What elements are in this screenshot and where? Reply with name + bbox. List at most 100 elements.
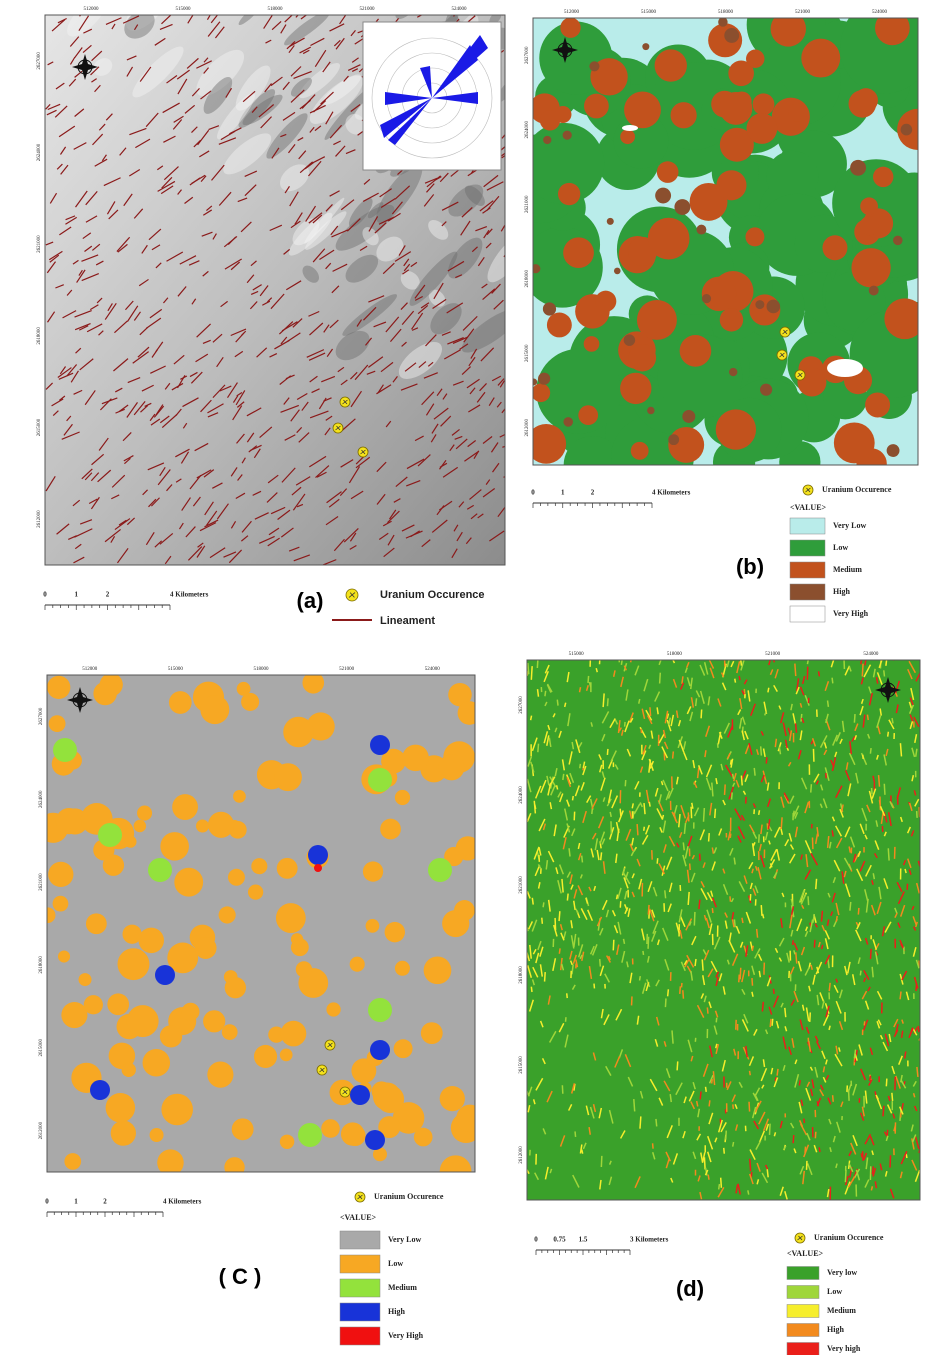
legend-label: Very High bbox=[833, 609, 869, 618]
zone-low bbox=[150, 1128, 164, 1142]
zone-medium bbox=[745, 227, 764, 246]
zone-high bbox=[869, 286, 879, 296]
zone-low bbox=[456, 1105, 483, 1132]
zone-medium bbox=[753, 93, 775, 115]
zone-stroke bbox=[542, 918, 543, 924]
zone-very-high bbox=[827, 359, 863, 377]
zone-stroke bbox=[870, 748, 871, 754]
zone-stroke bbox=[538, 744, 539, 753]
legend-swatch bbox=[787, 1286, 819, 1299]
zone-medium bbox=[680, 335, 712, 367]
zone-high bbox=[350, 1085, 370, 1105]
legend-label: Very Low bbox=[833, 521, 866, 530]
zone-stroke bbox=[725, 784, 726, 795]
y-coordinate-label: 2627000 bbox=[37, 52, 42, 70]
map bbox=[38, 672, 484, 1187]
legend-occurrence: Uranium Occurence bbox=[380, 589, 485, 601]
scale-bar-label: 2 bbox=[591, 489, 595, 497]
zone-stroke bbox=[715, 809, 716, 818]
scale-bar-label: 1.5 bbox=[579, 1236, 588, 1244]
x-coordinate-label: 521000 bbox=[795, 10, 811, 15]
zone-stroke bbox=[773, 989, 774, 994]
zone-high bbox=[724, 28, 739, 43]
y-coordinate-label: 2624000 bbox=[37, 143, 42, 161]
zone-high bbox=[642, 43, 649, 50]
zone-stroke bbox=[886, 1079, 887, 1087]
panel-label: (a) bbox=[297, 588, 324, 613]
figure: 5120005150005180005210005240002627000262… bbox=[0, 0, 938, 1355]
zone-stroke bbox=[781, 817, 782, 829]
zone-medium bbox=[526, 424, 566, 464]
zone-high bbox=[543, 136, 551, 144]
zone-low bbox=[61, 1002, 87, 1028]
zone-medium bbox=[771, 11, 806, 46]
zone-stroke bbox=[601, 852, 602, 860]
zone-low bbox=[103, 855, 124, 876]
x-coordinate-label: 515000 bbox=[641, 10, 657, 15]
zone-high bbox=[887, 444, 900, 457]
zone-high bbox=[563, 131, 572, 140]
zone-stroke bbox=[683, 842, 684, 850]
scale-bar-label: 0.75 bbox=[553, 1236, 566, 1244]
zone-high bbox=[850, 160, 866, 176]
zone-low bbox=[350, 957, 365, 972]
zone-stroke bbox=[886, 657, 887, 665]
zone-stroke bbox=[643, 951, 644, 955]
zone-stroke bbox=[900, 743, 901, 756]
zone-stroke bbox=[883, 1106, 884, 1116]
zone-low bbox=[200, 695, 229, 724]
zone-stroke bbox=[918, 1026, 919, 1032]
zone-low bbox=[40, 907, 56, 923]
zone-stroke bbox=[705, 750, 706, 757]
zone-low bbox=[225, 977, 246, 998]
zone-low bbox=[232, 1118, 254, 1140]
zone-stroke bbox=[704, 808, 705, 822]
zone-stroke bbox=[575, 1131, 576, 1136]
zone-stroke bbox=[808, 896, 809, 905]
zone-low bbox=[93, 682, 116, 705]
zone-high bbox=[538, 373, 550, 385]
x-coordinate-label: 524000 bbox=[863, 652, 879, 657]
legend-label: Medium bbox=[388, 1283, 417, 1292]
y-coordinate-label: 2627000 bbox=[39, 707, 44, 725]
zone-stroke bbox=[563, 774, 564, 780]
legend-swatch bbox=[340, 1327, 380, 1345]
zone-low bbox=[395, 961, 410, 976]
zone-stroke bbox=[580, 764, 581, 768]
zone-low bbox=[280, 1135, 294, 1149]
zone-high bbox=[607, 218, 614, 225]
y-coordinate-label: 2624000 bbox=[39, 790, 44, 808]
zone-medium bbox=[53, 738, 77, 762]
zone-stroke bbox=[721, 1178, 722, 1188]
zone-medium bbox=[631, 442, 649, 460]
zone-low bbox=[421, 1022, 443, 1044]
zone-stroke bbox=[821, 911, 822, 922]
zone-high bbox=[370, 735, 390, 755]
zone-low bbox=[203, 1010, 225, 1032]
zone-medium bbox=[851, 248, 890, 287]
zone-low bbox=[440, 1155, 472, 1187]
zone-stroke bbox=[640, 1116, 641, 1128]
zone-stroke bbox=[767, 1168, 768, 1177]
zone-medium bbox=[854, 88, 878, 112]
y-coordinate-label: 2612000 bbox=[37, 510, 42, 528]
zone-medium bbox=[884, 298, 925, 339]
zone-medium bbox=[558, 183, 580, 205]
zone-high bbox=[760, 384, 772, 396]
zone-low bbox=[454, 900, 475, 921]
zone-stroke bbox=[639, 699, 640, 704]
zone-low bbox=[64, 1153, 81, 1170]
y-coordinate-label: 2615000 bbox=[519, 1056, 524, 1074]
scale-bar-label: 0 bbox=[534, 1236, 538, 1244]
zone-low bbox=[111, 1120, 136, 1145]
zone-stroke bbox=[888, 732, 889, 737]
zone-low bbox=[438, 754, 464, 780]
legend-swatch bbox=[790, 584, 825, 600]
zone-low bbox=[248, 884, 263, 899]
zone-stroke bbox=[864, 1021, 865, 1025]
zone-stroke bbox=[861, 1153, 862, 1157]
legend-occurrence: Uranium Occurence bbox=[822, 485, 892, 494]
legend-occurrence: Uranium Occurence bbox=[814, 1233, 884, 1242]
zone-medium bbox=[822, 235, 847, 260]
zone-stroke bbox=[819, 1147, 820, 1151]
